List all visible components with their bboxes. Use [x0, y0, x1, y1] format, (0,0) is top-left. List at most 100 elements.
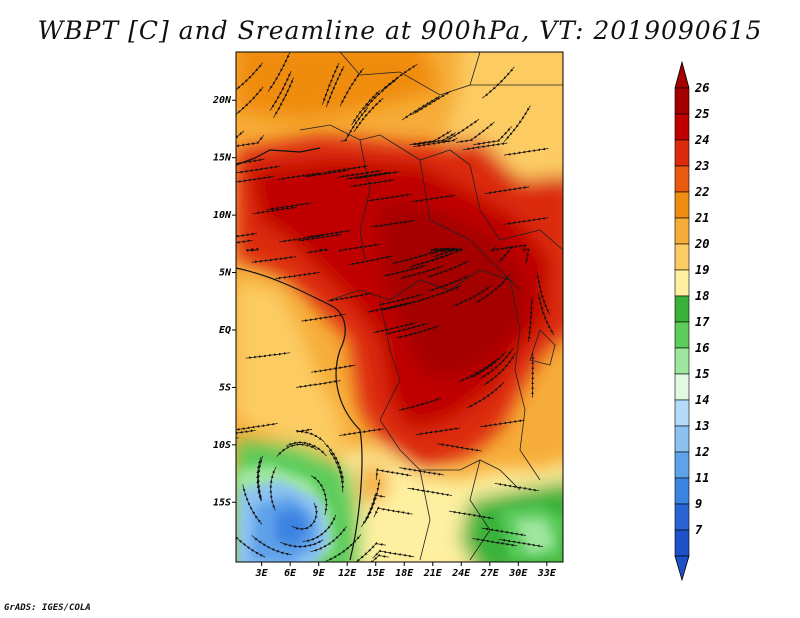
streamline — [311, 364, 356, 374]
lon-tick-label: 9E — [313, 568, 326, 579]
streamline — [327, 292, 372, 302]
streamline — [503, 105, 531, 143]
streamline — [339, 428, 384, 436]
colorbar-swatch — [674, 373, 690, 401]
colorbar-swatch — [674, 217, 690, 245]
lon-tick-label: 3E — [255, 568, 269, 579]
streamline — [430, 247, 448, 255]
colorbar-bottom-arrow — [674, 555, 690, 582]
colorbar-swatch — [674, 321, 690, 349]
lat-tick-label: 5N — [219, 268, 232, 279]
streamline — [494, 483, 540, 492]
lat-tick-label: 20N — [212, 95, 232, 106]
colorbar-label: 12 — [695, 445, 709, 459]
colorbar-label: 24 — [694, 133, 709, 147]
streamline — [536, 271, 551, 315]
streamline — [295, 428, 325, 443]
lon-tick-label: 15E — [367, 568, 386, 579]
streamline — [236, 232, 258, 241]
lat-tick-label: 15S — [213, 497, 231, 508]
streamline — [275, 271, 321, 280]
streamline — [236, 134, 265, 149]
plot-title: WBPT [C] and Sreamline at 900hPa, VT: 20… — [37, 16, 763, 45]
streamline — [352, 541, 386, 562]
streamline — [251, 256, 297, 264]
streamline — [413, 137, 458, 147]
streamline — [367, 301, 412, 313]
streamline — [252, 206, 297, 215]
colorbar-swatch — [674, 451, 690, 479]
streamline — [481, 66, 515, 99]
colorbar-top-arrow — [674, 60, 690, 89]
streamline — [267, 52, 291, 92]
colorbar-swatch — [674, 295, 690, 323]
lat-axis: 20N 15N 10N 5N EQ 5S 10S 15S — [212, 95, 236, 508]
colorbar-label: 11 — [695, 471, 709, 485]
streamline — [401, 95, 441, 121]
streamline — [527, 297, 534, 342]
streamline — [360, 493, 386, 528]
colorbar: 26 25 24 23 22 21 20 19 18 17 16 15 14 13 12 11 9 7 — [674, 60, 710, 582]
colorbar-swatch — [674, 87, 690, 115]
lon-tick-label: 33E — [537, 568, 557, 579]
map-frame — [235, 51, 564, 563]
streamline — [306, 248, 328, 254]
colorbar-label: 25 — [694, 107, 709, 121]
colorbar-label: 14 — [695, 393, 709, 407]
streamline — [325, 534, 362, 562]
streamline — [531, 352, 535, 398]
lon-tick-label: 24E — [451, 568, 471, 579]
streamline — [484, 186, 530, 194]
lon-tick-label: 12E — [338, 568, 357, 579]
colorbar-label: 16 — [695, 341, 709, 355]
streamline — [236, 86, 264, 117]
streamline — [279, 234, 324, 243]
streamline — [408, 253, 452, 268]
streamline — [236, 429, 256, 438]
streamline — [276, 443, 318, 457]
lat-tick-label: 15N — [213, 153, 232, 164]
streamline — [373, 506, 413, 518]
colorbar-swatch — [674, 113, 690, 141]
colorbar-swatch — [674, 503, 690, 531]
streamline — [427, 274, 471, 292]
colorbar-swatch — [674, 477, 690, 505]
streamline — [339, 243, 380, 252]
colorbar-label: 15 — [695, 367, 709, 381]
colorbar-swatch — [674, 139, 690, 167]
streamline — [236, 533, 266, 558]
streamline — [490, 245, 514, 263]
streamline — [503, 147, 549, 156]
streamline — [324, 442, 344, 483]
streamline — [385, 322, 429, 335]
lon-tick-label: 21E — [423, 568, 443, 579]
streamline — [503, 216, 549, 225]
streamline — [296, 380, 341, 389]
streamline — [467, 381, 505, 409]
streamline — [372, 549, 415, 559]
colorbar-label: 18 — [695, 289, 709, 303]
streamline — [370, 219, 415, 228]
streamline — [236, 130, 245, 146]
streamline — [236, 165, 281, 174]
streamline — [245, 248, 259, 253]
colorbar-swatch — [674, 347, 690, 375]
colorbar-label: 26 — [694, 81, 709, 95]
streamline — [236, 235, 239, 237]
streamline — [462, 142, 508, 151]
lat-tick-label: 10N — [213, 210, 232, 221]
streamline — [475, 274, 511, 304]
streamline — [236, 239, 253, 248]
colorbar-swatch — [674, 529, 690, 557]
lat-tick-label: 5S — [219, 382, 231, 393]
streamline — [449, 510, 494, 520]
streamline — [481, 527, 527, 537]
streamline — [456, 121, 495, 143]
colorbar-swatch — [674, 191, 690, 219]
streamline — [411, 194, 456, 203]
streamline — [400, 265, 444, 279]
streamlines — [236, 52, 555, 562]
streamline — [366, 193, 412, 202]
streamline — [236, 158, 265, 167]
